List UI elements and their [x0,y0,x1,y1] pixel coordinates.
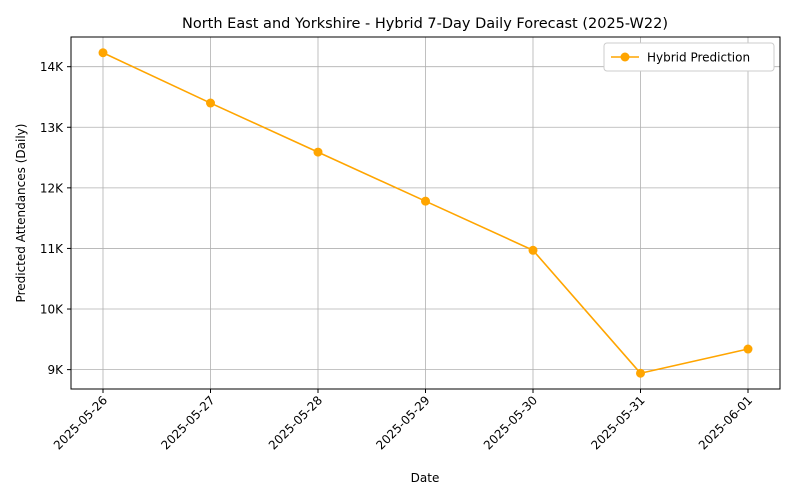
y-axis-title: Predicted Attendances (Daily) [14,124,28,303]
legend-label: Hybrid Prediction [647,51,750,65]
x-axis-title: Date [411,471,440,485]
y-tick-label: 14K [40,60,64,74]
y-tick-label: 11K [40,242,64,256]
data-point [98,48,108,58]
data-point [528,245,538,255]
data-point [313,147,323,157]
data-point [743,344,753,354]
y-tick-label: 13K [40,121,64,135]
data-point [421,196,430,206]
legend-frame [603,42,775,72]
grid [71,37,780,389]
chart-title: North East and Yorkshire - Hybrid 7-Day … [182,16,668,32]
series-layer [98,48,753,378]
y-tick-label: 10K [40,303,64,317]
legend: Hybrid Prediction [603,42,775,72]
data-point [206,98,215,108]
y-tick-label: 9K [47,363,64,377]
y-tick-label: 12K [40,181,64,195]
data-point [636,368,645,378]
legend-marker-swatch [620,52,630,62]
